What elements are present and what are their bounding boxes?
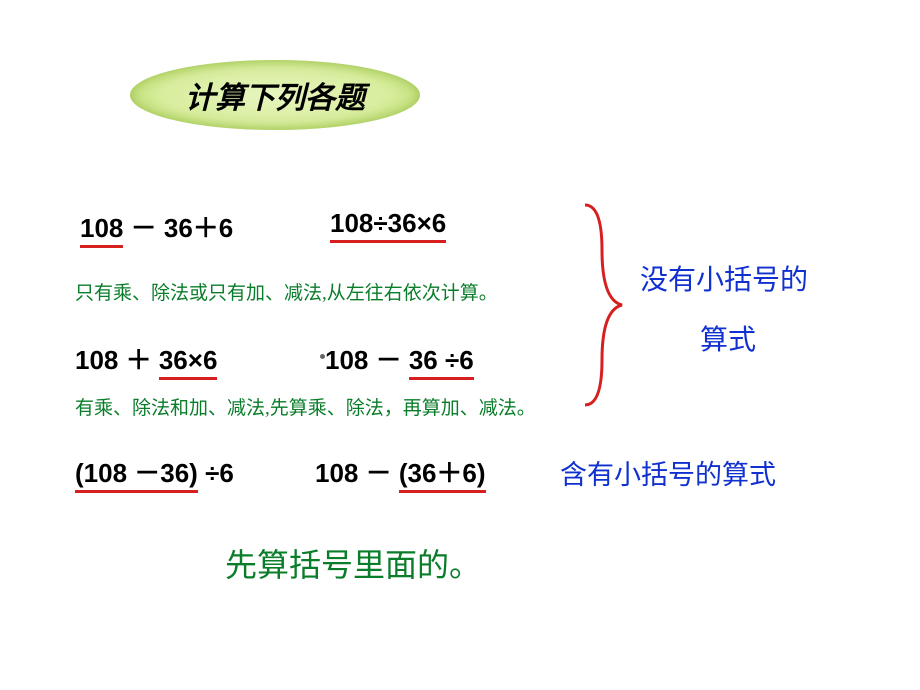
- bottom-note: 先算括号里面的。: [225, 540, 481, 586]
- eq1-op: －: [131, 213, 157, 243]
- label-with-paren: 含有小括号的算式: [560, 453, 776, 492]
- eq3-b: 36×6: [159, 345, 218, 380]
- note-1: 只有乘、除法或只有加、减法,从左往右依次计算。: [75, 278, 498, 305]
- eq6-b: (36＋6): [399, 458, 486, 493]
- note2-b: 先算乘、除法，再算加、减法。: [270, 398, 536, 419]
- eq5-a: (108 －36): [75, 458, 198, 493]
- note1-a: 只有乘、除法或只有加、减法,: [75, 283, 327, 304]
- equation-4: 108 － 36 ÷6: [325, 340, 474, 377]
- equation-3: 108 ＋ 36×6: [75, 340, 217, 377]
- eq1-part-a: 108: [80, 213, 123, 248]
- equation-2: 108÷36×6: [330, 208, 446, 239]
- label-no-paren-line1: 没有小括号的: [640, 258, 808, 298]
- label-no-paren-line2: 算式: [700, 318, 756, 358]
- eq1-part-b: 36＋6: [164, 213, 233, 243]
- eq2-text: 108÷36×6: [330, 208, 446, 243]
- eq4-b: 36 ÷6: [409, 345, 474, 380]
- note1-b: 从左往右依次计算。: [327, 283, 498, 304]
- eq5-b: ÷6: [205, 458, 234, 488]
- title-oval: 计算下列各题: [130, 60, 420, 130]
- equation-1: 108 － 36＋6: [80, 208, 233, 245]
- brace-icon: [580, 200, 630, 410]
- center-dot: [320, 354, 325, 359]
- equation-6: 108 － (36＋6): [315, 453, 486, 490]
- eq4-a: 108 －: [325, 345, 402, 375]
- note2-a: 有乘、除法和加、减法,: [75, 398, 270, 419]
- equation-5: (108 －36) ÷6: [75, 453, 234, 490]
- note-2: 有乘、除法和加、减法,先算乘、除法，再算加、减法。: [75, 393, 536, 420]
- title-text: 计算下列各题: [185, 73, 365, 117]
- eq6-a: 108 －: [315, 458, 392, 488]
- eq3-a: 108 ＋: [75, 345, 152, 375]
